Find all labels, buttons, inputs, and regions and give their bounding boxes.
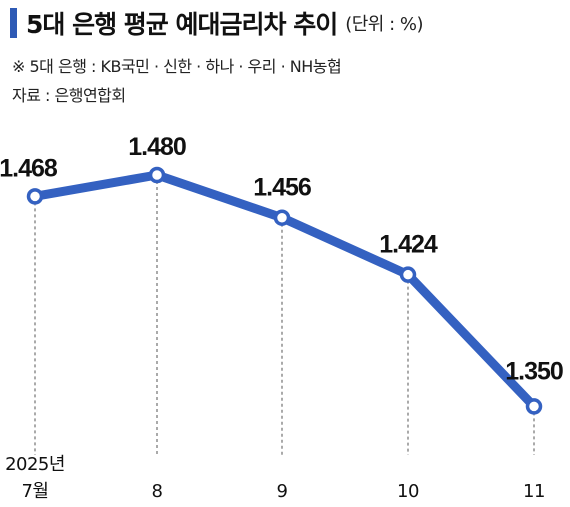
data-label-4: 1.350 — [505, 357, 563, 385]
data-point-0 — [26, 188, 44, 205]
data-point-4 — [525, 398, 543, 415]
tick-label-3: 10 — [397, 481, 419, 502]
data-point-3 — [399, 266, 417, 283]
data-point-2 — [273, 209, 291, 226]
chart-title: 5대 은행 평균 예대금리차 추이 — [26, 10, 338, 39]
data-point-1 — [148, 166, 166, 184]
tick-label-0: 7월 — [21, 481, 48, 502]
data-label-3: 1.424 — [379, 231, 438, 259]
tick-label-year: 2025년 — [5, 454, 65, 475]
series-line — [30, 170, 539, 411]
title-accent-bar — [10, 8, 17, 38]
tick-label-1: 8 — [152, 481, 163, 502]
data-label-1: 1.480 — [128, 133, 186, 161]
tick-label-4: 11 — [523, 481, 545, 502]
data-label-2: 1.456 — [253, 174, 311, 202]
bank-note: ※ 5대 은행 : KB국민 · 신한 · 하나 · 우리 · NH농협 — [12, 57, 342, 76]
data-label-0: 1.468 — [0, 154, 58, 182]
title-row: 5대 은행 평균 예대금리차 추이 (단위 : %) — [10, 6, 423, 40]
unit-label: (단위 : %) — [345, 14, 423, 35]
tick-label-2: 9 — [277, 481, 288, 502]
source-note: 자료 : 은행연합회 — [12, 86, 126, 105]
